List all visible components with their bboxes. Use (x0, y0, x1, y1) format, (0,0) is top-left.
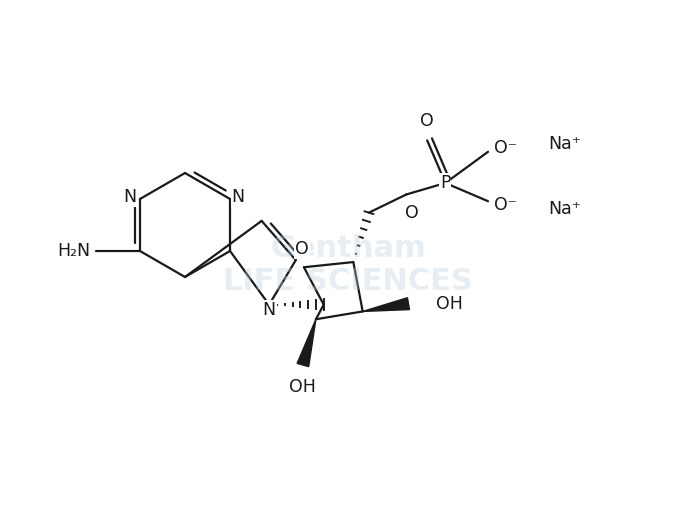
Text: Na⁺: Na⁺ (548, 135, 581, 153)
Text: N: N (123, 188, 136, 206)
Text: P: P (440, 174, 450, 192)
Text: O: O (295, 240, 309, 258)
Polygon shape (363, 298, 409, 311)
Text: OH: OH (290, 378, 317, 396)
Text: Na⁺: Na⁺ (548, 200, 581, 218)
Text: N: N (232, 188, 244, 206)
Text: N: N (262, 301, 276, 319)
Text: O: O (420, 112, 434, 131)
Text: H₂N: H₂N (58, 242, 90, 260)
Text: Gentham
LIFE SCIENCES: Gentham LIFE SCIENCES (223, 233, 473, 296)
Text: O⁻: O⁻ (494, 139, 517, 157)
Polygon shape (297, 319, 316, 367)
Text: O: O (404, 204, 418, 223)
Text: OH: OH (436, 295, 464, 313)
Text: O⁻: O⁻ (494, 196, 517, 214)
